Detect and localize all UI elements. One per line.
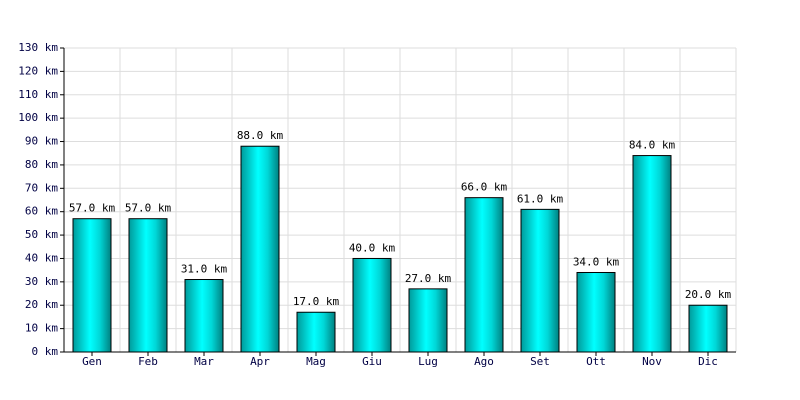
y-tick-label: 120 km (18, 64, 58, 77)
bar (352, 257, 392, 353)
x-tick-label: Ago (474, 355, 494, 368)
y-tick-label: 10 km (25, 322, 58, 335)
y-tick-label: 130 km (18, 41, 58, 54)
value-label: 66.0 km (461, 181, 508, 194)
y-tick-label: 20 km (25, 298, 58, 311)
x-tick-label: Nov (642, 355, 662, 368)
x-tick-label: Feb (138, 355, 158, 368)
bar (296, 311, 336, 353)
value-label: 61.0 km (517, 192, 564, 205)
y-tick-label: 100 km (18, 111, 58, 124)
value-label: 57.0 km (125, 202, 172, 215)
x-tick-label: Gen (82, 355, 102, 368)
value-label: 20.0 km (685, 288, 732, 301)
x-tick-label: Set (530, 355, 550, 368)
y-tick-label: 40 km (25, 251, 58, 264)
value-label: 34.0 km (573, 255, 620, 268)
value-label: 88.0 km (237, 129, 284, 142)
bar (128, 218, 168, 353)
y-tick-label: 80 km (25, 158, 58, 171)
x-tick-label: Ott (586, 355, 606, 368)
y-tick-label: 90 km (25, 135, 58, 148)
bar (240, 145, 280, 353)
bar (184, 279, 224, 353)
y-tick-label: 60 km (25, 205, 58, 218)
y-tick-label: 70 km (25, 181, 58, 194)
bar (408, 288, 448, 353)
value-label: 84.0 km (629, 139, 676, 152)
bar (632, 155, 672, 353)
bar (688, 304, 728, 353)
bar (576, 271, 616, 353)
bar (72, 218, 112, 353)
value-label: 31.0 km (181, 263, 228, 276)
y-tick-label: 110 km (18, 88, 58, 101)
bar (464, 197, 504, 353)
x-tick-label: Apr (250, 355, 270, 368)
x-tick-label: Dic (698, 355, 718, 368)
value-label: 17.0 km (293, 295, 340, 308)
y-tick-label: 30 km (25, 275, 58, 288)
value-label: 57.0 km (69, 202, 116, 215)
y-tick-label: 50 km (25, 228, 58, 241)
bar (520, 208, 560, 353)
value-label: 40.0 km (349, 241, 396, 254)
value-label: 27.0 km (405, 272, 452, 285)
x-tick-label: Lug (418, 355, 438, 368)
x-tick-label: Mar (194, 355, 214, 368)
x-tick-label: Mag (306, 355, 326, 368)
y-tick-label: 0 km (32, 345, 59, 358)
x-tick-label: Giu (362, 355, 382, 368)
